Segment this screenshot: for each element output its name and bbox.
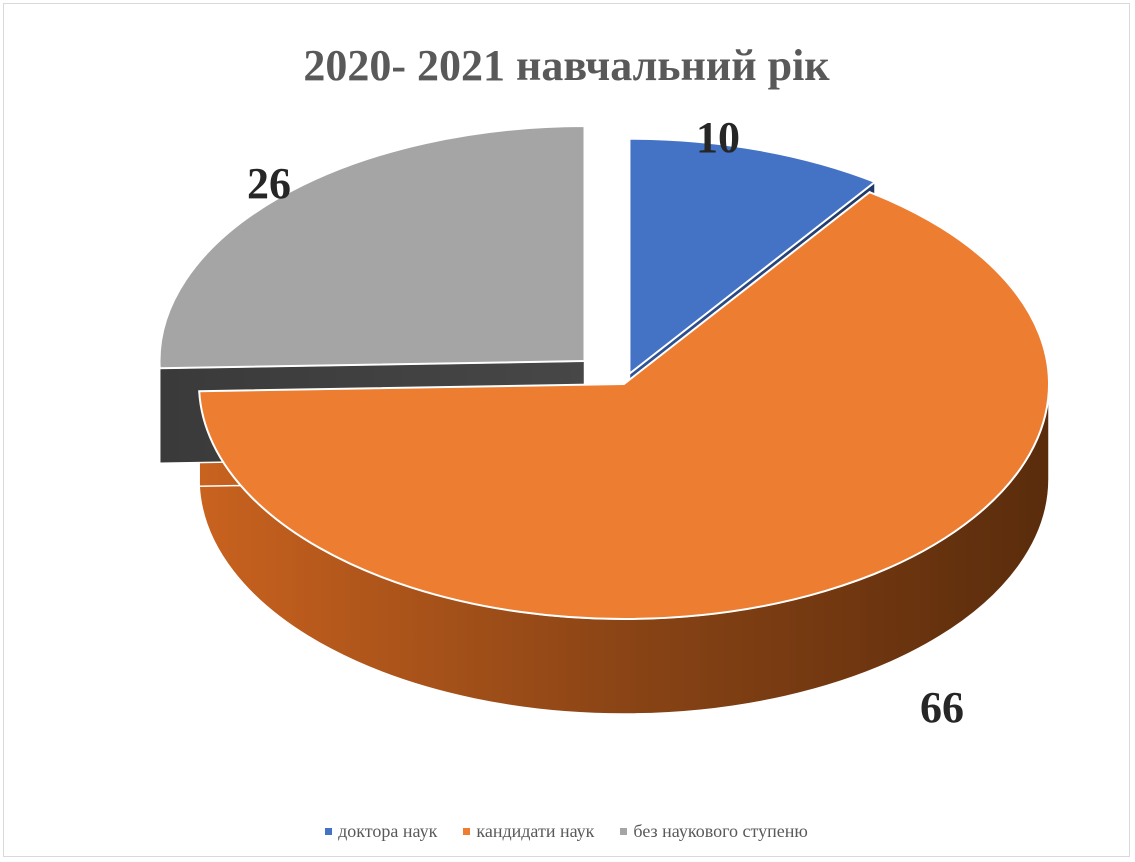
pie-slice-no-degree [158, 125, 586, 370]
pie-slice-doctors [628, 137, 878, 376]
pie-chart: 10 66 26 [158, 113, 1050, 732]
chart-frame: 2020- 2021 навчальний рік 10 66 26 доктора… [3, 3, 1130, 857]
data-label-doctors: 10 [696, 113, 740, 162]
legend-label-doctors: доктора наук [338, 821, 438, 841]
legend-item-no-degree: без наукового ступеню [620, 821, 808, 842]
legend-item-doctors: доктора наук [325, 821, 437, 842]
pie-slice-candidates [198, 191, 1050, 620]
chart-title: 2020- 2021 навчальний рік [303, 41, 830, 90]
legend-label-no-degree: без наукового ступеню [633, 821, 808, 841]
data-label-no-degree: 26 [247, 159, 291, 208]
legend-swatch-no-degree [620, 828, 628, 835]
data-label-candidates: 66 [920, 683, 964, 732]
legend-item-candidates: кандидати наук [463, 821, 594, 842]
legend-swatch-candidates [463, 828, 471, 835]
legend: доктора наук кандидати наук без науковог… [4, 821, 1129, 842]
legend-label-candidates: кандидати наук [476, 821, 595, 841]
legend-swatch-doctors [325, 828, 333, 835]
